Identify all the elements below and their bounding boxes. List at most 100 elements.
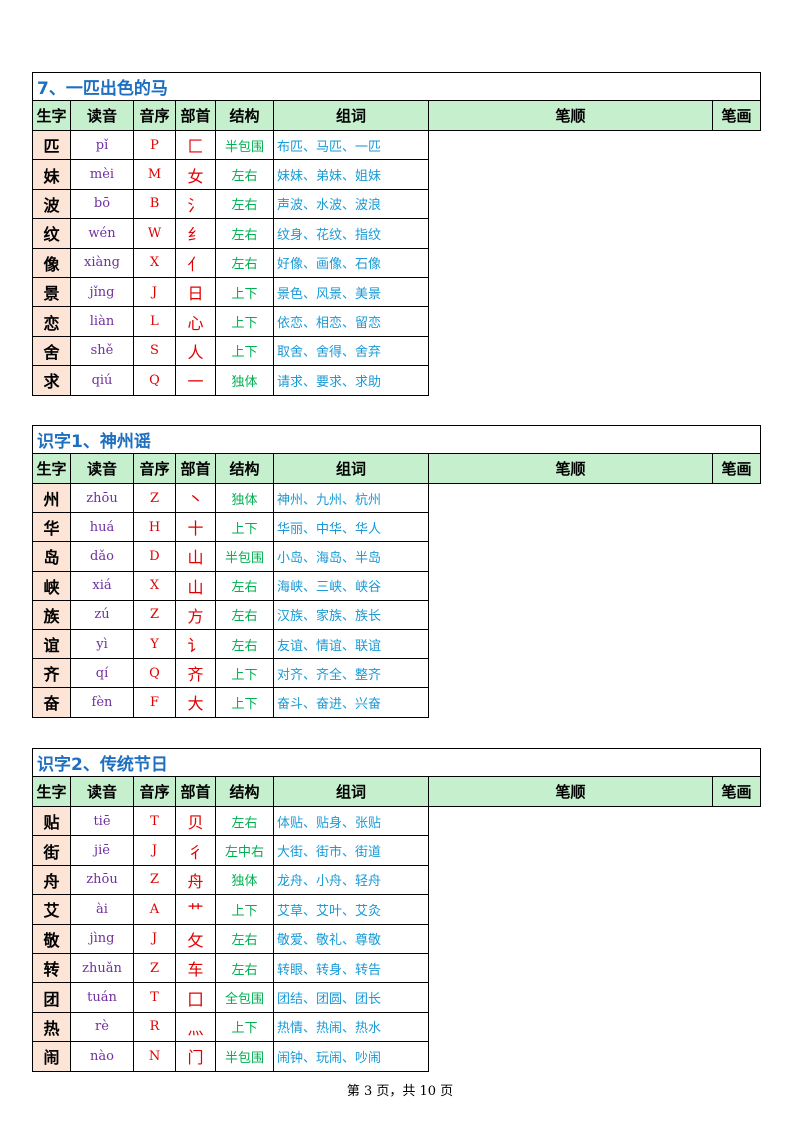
character: 齐 (32, 658, 71, 689)
radical: 人 (175, 335, 216, 367)
column-header: 读音 (70, 453, 134, 484)
initial: Q (133, 658, 176, 689)
radical: 心 (175, 306, 216, 337)
char-row: 族 zú Z 方左右 汉族、家族、族长 (32, 599, 761, 630)
words: 布匹、马匹、一匹 (273, 129, 429, 161)
radical: 攵 (175, 923, 216, 954)
pinyin: bō (70, 188, 134, 220)
structure: 半包围 (215, 129, 274, 161)
structure: 上下 (215, 335, 274, 367)
character: 波 (32, 188, 71, 220)
column-header: 音序 (133, 776, 176, 807)
words: 请求、要求、求助 (273, 365, 429, 396)
char-row: 州 zhōu Z 丶独体 神州、九州、杭州 (32, 482, 761, 514)
character: 艾 (32, 894, 71, 925)
column-header: 部首 (175, 776, 216, 807)
initial: N (133, 1041, 176, 1072)
title-row: 7、一匹出色的马 (31, 72, 762, 101)
char-row: 团 tuán T 囗全包围 团结、团圆、团长 (32, 982, 761, 1013)
pinyin: mèi (70, 159, 134, 190)
initial: T (133, 982, 176, 1013)
char-row: 街 jiē J 彳左中右 大街、街市、街道 (32, 835, 761, 866)
pinyin: tuán (70, 982, 134, 1013)
initial: B (133, 188, 176, 220)
column-header: 读音 (70, 100, 134, 131)
initial: M (133, 159, 176, 190)
char-row: 恋 liàn L 心上下 依恋、相恋、留恋 (32, 306, 761, 337)
structure: 左右 (215, 805, 274, 837)
header-row: 生字 读音 音序 部首 结构 组词 笔顺 笔画 (32, 453, 762, 484)
radical: 亻 (175, 247, 216, 278)
words: 闹钟、玩闹、吵闹 (273, 1041, 429, 1072)
structure: 左右 (215, 218, 274, 249)
words: 神州、九州、杭州 (273, 482, 429, 514)
initial: F (133, 687, 176, 718)
page-footer: 第 3 页，共 10 页 (346, 1084, 454, 1099)
pinyin: wén (70, 218, 134, 249)
words: 敬爱、敬礼、尊敬 (273, 923, 429, 954)
structure: 左右 (215, 570, 274, 601)
column-header: 笔画 (711, 100, 762, 131)
radical: 氵 (175, 188, 216, 220)
character: 街 (32, 835, 71, 866)
char-row: 热 rè R 灬上下 热情、热闹、热水 (32, 1011, 761, 1043)
char-row: 谊 yì Y 讠左右 友谊、情谊、联谊 (32, 628, 761, 660)
character: 恋 (32, 306, 71, 337)
char-table: 识字2、传统节日 生字 读音 音序 部首 结构 组词 笔顺 笔画贴 tiē T 贝左右 体贴、贴身、张贴… (31, 748, 762, 1072)
column-header: 笔顺 (428, 100, 713, 131)
character: 敬 (32, 923, 71, 954)
words: 纹身、花纹、指纹 (273, 218, 429, 249)
initial: J (133, 923, 176, 954)
char-row: 敬 jìng J 攵左右 敬爱、敬礼、尊敬 (32, 923, 761, 954)
words: 声波、水波、波浪 (273, 188, 429, 220)
pinyin: nào (70, 1041, 134, 1072)
initial: Z (133, 482, 176, 514)
structure: 独体 (215, 864, 274, 896)
initial: H (133, 512, 176, 543)
initial: L (133, 306, 176, 337)
words: 华丽、中华、华人 (273, 512, 429, 543)
radical: 纟 (175, 218, 216, 249)
radical: 日 (175, 276, 216, 308)
radical: 囗 (175, 982, 216, 1013)
header-row: 生字 读音 音序 部首 结构 组词 笔顺 笔画 (32, 100, 762, 131)
character: 华 (32, 512, 71, 543)
char-row: 舟 zhōu Z 舟独体 龙舟、小舟、轻舟 (32, 864, 761, 896)
column-header: 组词 (273, 100, 429, 131)
radical: 一 (175, 365, 216, 396)
initial: A (133, 894, 176, 925)
pinyin: jǐng (70, 276, 134, 308)
char-row: 峡 xiá X 山左右 海峡、三峡、峡谷 (32, 570, 761, 601)
structure: 独体 (215, 482, 274, 514)
structure: 左右 (215, 628, 274, 660)
structure: 左右 (215, 599, 274, 630)
words: 转眼、转身、转告 (273, 952, 429, 984)
structure: 上下 (215, 1011, 274, 1043)
radical: 艹 (175, 894, 216, 925)
structure: 左右 (215, 952, 274, 984)
character: 岛 (32, 541, 71, 572)
radical: 山 (175, 570, 216, 601)
character: 妹 (32, 159, 71, 190)
character: 舟 (32, 864, 71, 896)
pinyin: qiú (70, 365, 134, 396)
column-header: 结构 (215, 453, 274, 484)
pinyin: xiá (70, 570, 134, 601)
title-row: 识字2、传统节日 (31, 748, 762, 777)
char-row: 像 xiàng X 亻左右 好像、画像、石像 (32, 247, 761, 278)
pinyin: zhōu (70, 864, 134, 896)
words: 小岛、海岛、半岛 (273, 541, 429, 572)
pinyin: jìng (70, 923, 134, 954)
words: 汉族、家族、族长 (273, 599, 429, 630)
column-header: 组词 (273, 453, 429, 484)
radical: 大 (175, 687, 216, 718)
radical: 方 (175, 599, 216, 630)
column-header: 部首 (175, 100, 216, 131)
char-row: 舍 shě S 人上下 取舍、舍得、舍弃 (32, 335, 761, 367)
title-row: 识字1、神州谣 (31, 425, 762, 454)
structure: 上下 (215, 512, 274, 543)
structure: 上下 (215, 276, 274, 308)
column-header: 音序 (133, 100, 176, 131)
column-header: 音序 (133, 453, 176, 484)
